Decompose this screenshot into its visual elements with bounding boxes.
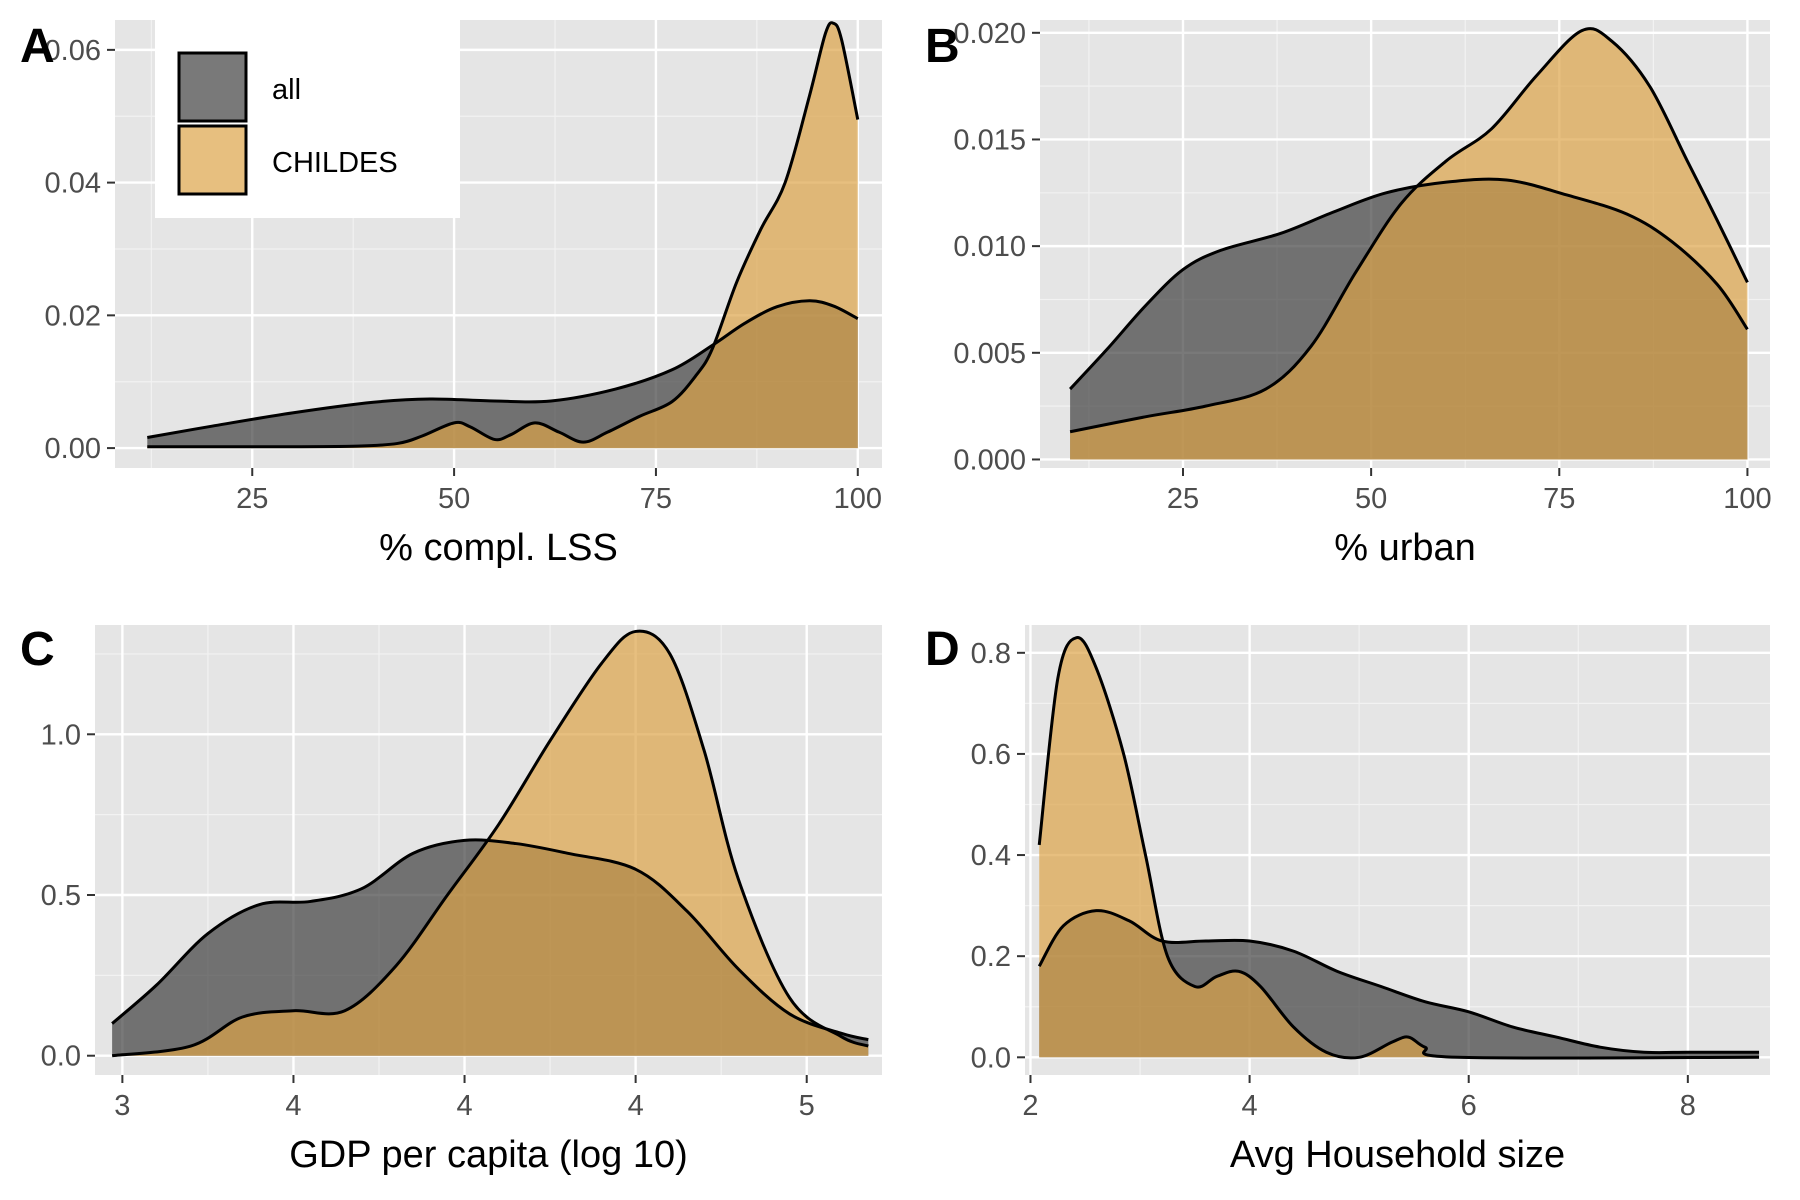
- panel-d-density-area-childes: [1039, 637, 1760, 1059]
- panel-c-y-tick-label: 1.0: [41, 719, 81, 751]
- panel-c-density-line-all: [111, 838, 869, 1042]
- panel-b-density-area-childes: [1070, 28, 1748, 460]
- panel-b-tag: B: [925, 20, 960, 73]
- panel-a: 25 50 75 100 0.00 0.02 0.04 0.06 % compl. LSS A: [20, 20, 882, 569]
- panel-a-density-line-all: [147, 299, 859, 439]
- panel-d-x-tick-label: 4: [1242, 1090, 1258, 1122]
- panel-b-x-axis-title: % urban: [1334, 527, 1476, 569]
- panel-b: 25 50 75 100 0.000 0.005 0.010 0.015 0.020 % urba…: [925, 18, 1772, 569]
- panel-d: 2 4 6 8 0.0 0.2 0.4 0.6 0.8 Avg Household size D: [925, 623, 1770, 1176]
- panel-b-x-tick-label: 75: [1543, 483, 1575, 515]
- panel-d-y-tick-label: 0.6: [971, 739, 1011, 771]
- panel-b-y-tick-label: 0.010: [953, 231, 1026, 263]
- panel-a-y-tick-label: 0.06: [45, 35, 101, 67]
- panel-d-y-tick-label: 0.8: [971, 638, 1011, 670]
- panel-a-tag: A: [20, 20, 55, 73]
- panel-a-y-tick-label: 0.04: [45, 168, 101, 200]
- panel-d-x-axis-title: Avg Household size: [1230, 1134, 1565, 1176]
- panel-c-y-tick-label: 0.0: [41, 1041, 81, 1073]
- legend-key-childes: [177, 124, 248, 196]
- panel-b-density-line-childes: [1069, 27, 1749, 434]
- panel-d-density-line-all: [1037, 909, 1760, 1055]
- panel-b-y-tick-label: 0.020: [953, 18, 1026, 50]
- panel-a-density-area-childes: [147, 22, 858, 449]
- panel-d-y-tick-label: 0.2: [971, 941, 1011, 973]
- panel-c-x-tick-label: 3: [114, 1090, 130, 1122]
- panel-d-density-line-childes: [1037, 636, 1760, 1060]
- panel-d-x-tick-label: 6: [1461, 1090, 1477, 1122]
- legend-key-all: [177, 51, 248, 123]
- panel-b-density-line-all: [1069, 177, 1749, 391]
- panel-a-y-tick-label: 0.00: [45, 433, 101, 465]
- panel-c-x-tick-label: 4: [285, 1090, 301, 1122]
- panel-c-x-tick-label: 4: [628, 1090, 644, 1122]
- panel-a-x-tick-label: 50: [438, 483, 470, 515]
- panel-a-x-tick-label: 25: [236, 483, 268, 515]
- panel-d-x-tick-label: 2: [1022, 1090, 1038, 1122]
- panel-d-tag: D: [925, 623, 960, 676]
- panel-a-x-axis-title: % compl. LSS: [379, 527, 618, 569]
- legend: all CHILDES: [155, 20, 460, 218]
- panel-c-tag: C: [20, 623, 55, 676]
- panel-b-x-tick-label: 100: [1723, 483, 1771, 515]
- panel-c-y-tick-label: 0.5: [41, 880, 81, 912]
- panel-a-y-tick-label: 0.02: [45, 300, 101, 332]
- panel-a-x-tick-label: 75: [640, 483, 672, 515]
- panel-b-y-tick-label: 0.000: [953, 444, 1026, 476]
- panel-c: 3 4 4 4 5 0.0 0.5 1.0 GDP per capita (log 10) C: [20, 623, 882, 1176]
- panel-d-y-tick-label: 0.0: [971, 1042, 1011, 1074]
- panel-c-x-axis-title: GDP per capita (log 10): [289, 1134, 688, 1176]
- panel-a-density-line-childes: [147, 21, 860, 449]
- panel-d-x-tick-label: 8: [1680, 1090, 1696, 1122]
- panel-c-density-line-childes: [111, 629, 869, 1058]
- panel-a-x-tick-label: 100: [834, 483, 882, 515]
- panel-d-y-tick-label: 0.4: [971, 840, 1011, 872]
- panel-c-density-area-childes: [112, 631, 869, 1056]
- legend-label-all: all: [272, 74, 301, 106]
- panel-b-y-tick-label: 0.015: [953, 124, 1026, 156]
- panel-c-x-tick-label: 4: [456, 1090, 472, 1122]
- panel-b-x-tick-label: 25: [1167, 483, 1199, 515]
- panel-c-x-tick-label: 5: [799, 1090, 815, 1122]
- panel-b-x-tick-label: 50: [1355, 483, 1387, 515]
- panel-b-y-tick-label: 0.005: [953, 338, 1026, 370]
- legend-label-childes: CHILDES: [272, 147, 398, 179]
